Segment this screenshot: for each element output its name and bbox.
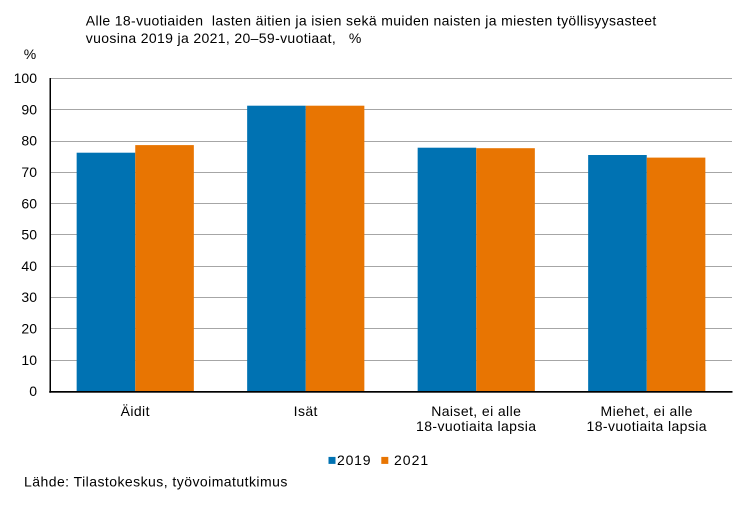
svg-text:90: 90 [21, 101, 37, 117]
svg-text:100: 100 [14, 70, 38, 86]
svg-text:%: % [24, 46, 36, 62]
svg-text:18-vuotiaita lapsia: 18-vuotiaita lapsia [587, 418, 707, 434]
svg-text:80: 80 [21, 133, 37, 149]
svg-text:Naiset, ei alle: Naiset, ei alle [431, 403, 521, 419]
svg-text:30: 30 [21, 289, 37, 305]
svg-text:70: 70 [21, 164, 37, 180]
svg-text:2021: 2021 [394, 452, 429, 468]
svg-text:Alle 18-vuotiaiden lasten äit: Alle 18-vuotiaiden lasten äitien ja isie… [86, 13, 657, 29]
svg-text:Isät: Isät [294, 403, 318, 419]
svg-text:Äidit: Äidit [121, 403, 150, 419]
svg-text:Miehet, ei alle: Miehet, ei alle [601, 403, 693, 419]
svg-text:2019: 2019 [337, 452, 371, 468]
svg-text:10: 10 [21, 352, 37, 368]
svg-text:50: 50 [21, 227, 37, 243]
svg-text:0: 0 [29, 383, 37, 399]
svg-text:18-vuotiaita lapsia: 18-vuotiaita lapsia [416, 418, 536, 434]
svg-text:20: 20 [21, 321, 37, 337]
svg-text:Lähde: Tilastokeskus, työvoima: Lähde: Tilastokeskus, työvoimatutkimus [24, 474, 288, 490]
svg-text:vuosina 2019 ja 2021, 20–59-vu: vuosina 2019 ja 2021, 20–59-vuotiaat, % [86, 30, 362, 46]
svg-text:40: 40 [21, 258, 37, 274]
svg-text:60: 60 [21, 195, 37, 211]
